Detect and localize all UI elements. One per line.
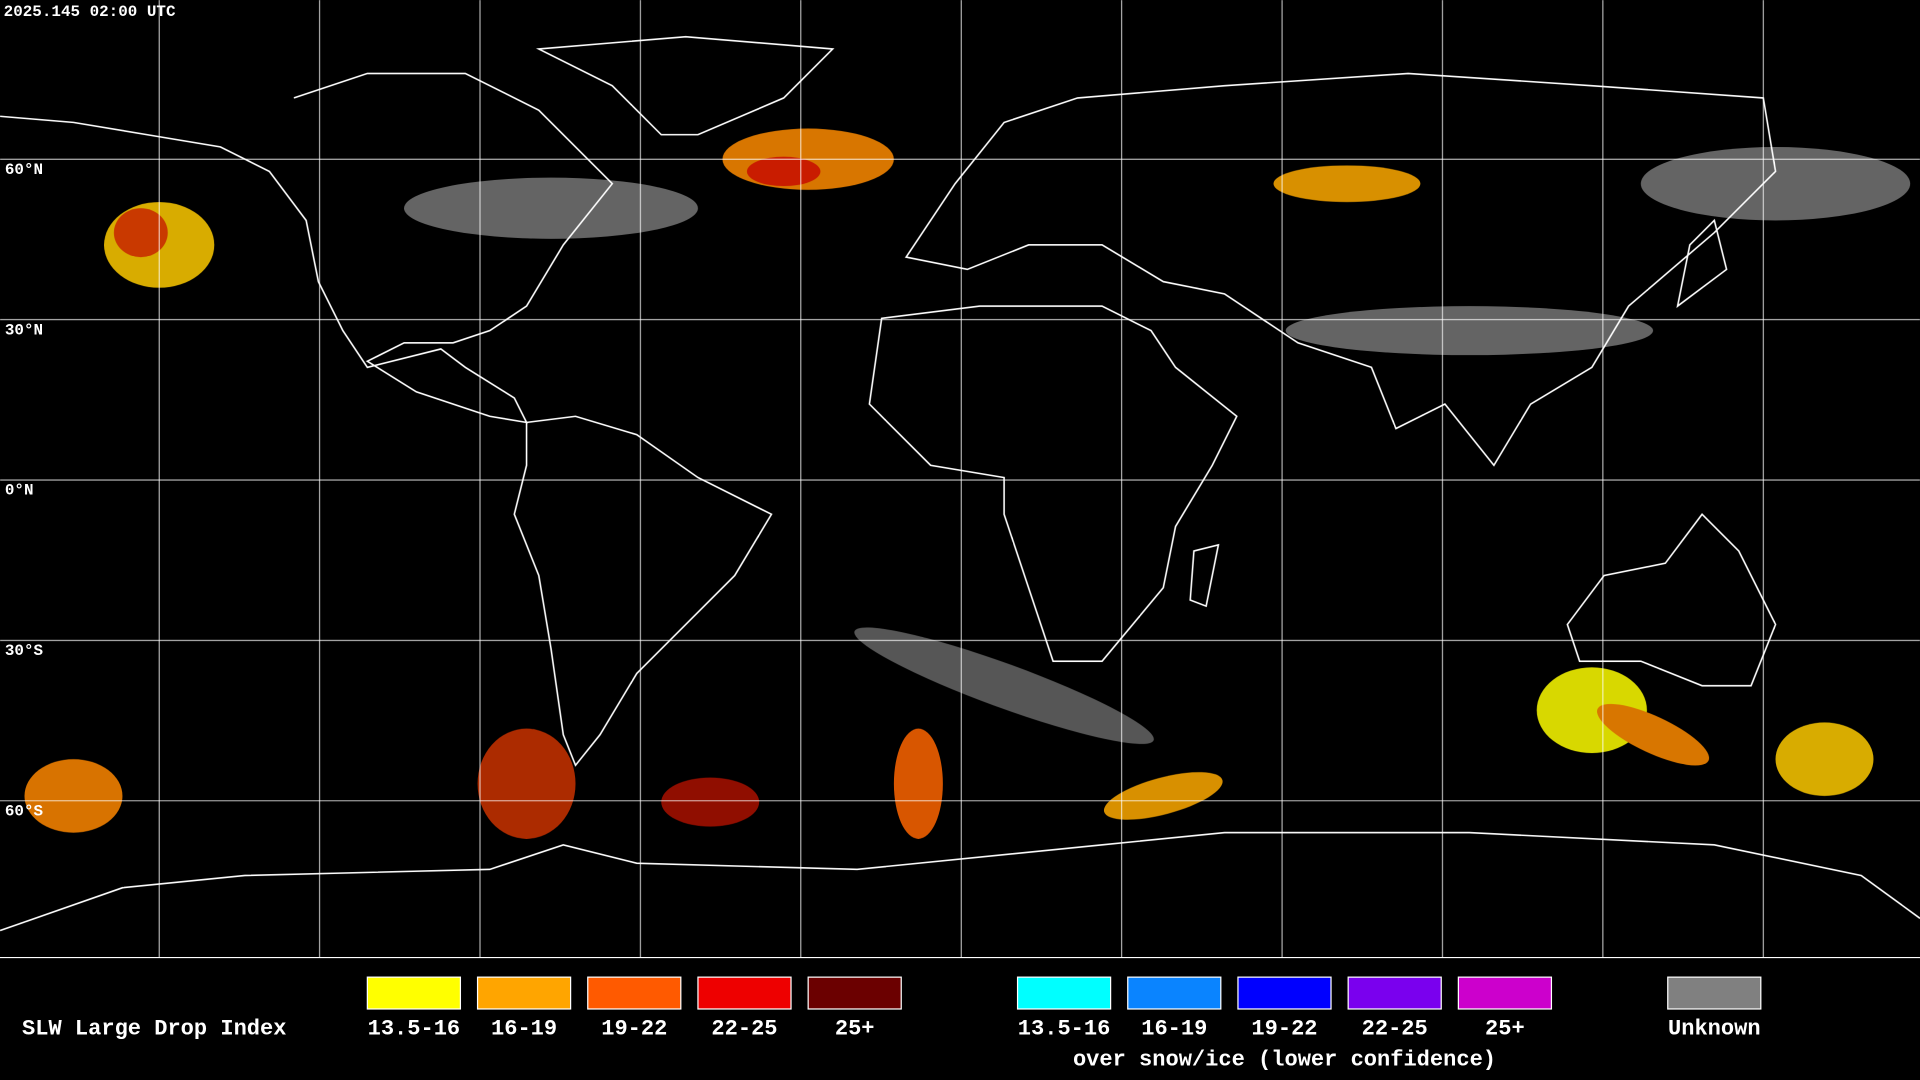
legend-swatch [1347, 976, 1442, 1010]
legend-swatch [1127, 976, 1222, 1010]
graticule [0, 0, 1920, 958]
legend-label: 13.5-16 [1018, 1017, 1111, 1042]
legend-swatch [476, 976, 572, 1010]
cloud-field [24, 128, 1911, 839]
legend-label: Unknown [1668, 1017, 1761, 1042]
legend-label: 16-19 [1141, 1017, 1207, 1042]
legend-label: 25+ [1485, 1017, 1525, 1042]
latitude-label: 30°N [5, 321, 43, 339]
legend-label: 16-19 [491, 1017, 557, 1042]
legend-swatch [1016, 976, 1112, 1010]
latitude-label: 60°S [5, 803, 44, 821]
legend-swatch [807, 976, 902, 1010]
legend-swatch [1457, 976, 1553, 1010]
legend-swatch [587, 976, 682, 1010]
legend-caption: over snow/ice (lower confidence) [1073, 1047, 1496, 1072]
latitude-label: 60°N [5, 161, 43, 179]
legend-swatch [1667, 976, 1762, 1010]
latitude-label: 30°S [5, 642, 44, 660]
legend-swatch [366, 976, 462, 1010]
timestamp: 2025.145 02:00 UTC [4, 3, 176, 21]
legend-label: 19-22 [601, 1017, 667, 1042]
coastlines [0, 35, 1920, 932]
legend-label: 19-22 [1251, 1017, 1317, 1042]
legend-label: 25+ [835, 1017, 875, 1042]
legend-swatch [697, 976, 792, 1010]
legend-title: SLW Large Drop Index [22, 1017, 286, 1042]
legend-swatch [1237, 976, 1332, 1010]
legend-label: 13.5-16 [368, 1017, 461, 1042]
legend-label: 22-25 [1362, 1017, 1428, 1042]
latitude-label: 0°N [5, 482, 34, 500]
legend-label: 22-25 [711, 1017, 777, 1042]
